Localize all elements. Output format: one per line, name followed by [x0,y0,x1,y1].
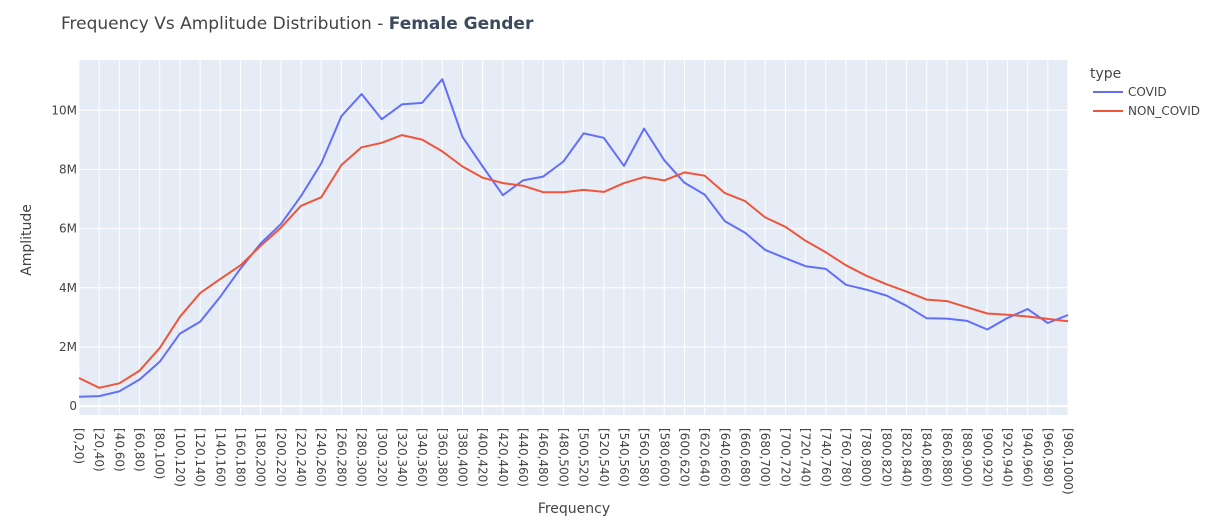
x-tick-label: [620,640) [698,428,712,487]
chart-title-main: Frequency Vs Amplitude Distribution - [61,14,389,34]
x-tick-label: [460,480) [536,428,550,487]
x-tick-label: [440,460) [516,428,530,487]
x-tick-label: [660,680) [738,428,752,487]
x-tick-label: [860,880) [940,428,954,487]
x-tick-label: [240,260) [314,428,328,487]
x-tick-label: [720,740) [799,428,813,487]
x-tick-label: [80,100) [153,428,167,479]
x-tick-label: [540,560) [617,428,631,487]
x-tick-label: [480,500) [556,428,570,487]
x-tick-label: [740,760) [819,428,833,487]
legend-label-covid: COVID [1128,85,1167,99]
x-gridlines [78,60,1069,415]
x-tick-label: [380,400) [455,428,469,487]
x-tick-label: [820,840) [900,428,914,487]
x-tick-label: [580,600) [657,428,671,487]
x-tick-label: [320,340) [395,428,409,487]
x-tick-label: [560,580) [637,428,651,487]
x-tick-label: [0,20) [72,428,86,464]
x-tick-label: [940,960) [1021,428,1035,487]
series-line-covid [78,78,1069,398]
x-tick-label: [200,220) [274,428,288,487]
x-tick-label: [920,940) [1000,428,1014,487]
x-tick-label: [160,180) [233,428,247,487]
y-tick-label: 6M [59,222,77,236]
plot-area [79,60,1068,415]
x-tick-label: [640,660) [718,428,732,487]
x-tick-label: [600,620) [678,428,692,487]
x-tick-label: [260,280) [334,428,348,487]
x-tick-label: [60,80) [133,428,147,472]
x-tick-label: [140,160) [213,428,227,487]
x-tick-label: [700,720) [778,428,792,487]
x-tick-label: [220,240) [294,428,308,487]
x-tick-label: [840,860) [920,428,934,487]
x-tick-labels: [0,20) [20,40) [40,60) [60,80) [80,100) [100,… [72,428,1075,495]
legend[interactable]: type COVID NON_COVID [1090,66,1200,118]
x-tick-label: [40,60) [112,428,126,472]
y-gridlines [79,109,1068,348]
x-tick-label: [960,980) [1041,428,1055,487]
x-tick-label: [980,1000) [1061,428,1075,495]
x-tick-label: [420,440) [496,428,510,487]
x-tick-label: [500,520) [577,428,591,487]
chart-title-bold: Female Gender [389,14,534,34]
legend-title: type [1090,66,1121,82]
x-tick-label: [280,300) [355,428,369,487]
y-tick-label: 10M [51,103,77,117]
x-tick-label: [520,540) [597,428,611,487]
x-axis-title: Frequency [538,501,610,517]
x-tick-label: [340,360) [415,428,429,487]
series-lines [78,78,1069,398]
x-tick-label: [300,320) [375,428,389,487]
x-tick-label: [20,40) [92,428,106,472]
chart-title: Frequency Vs Amplitude Distribution - Fe… [61,14,534,34]
y-tick-label: 8M [59,162,77,176]
y-tick-labels: 0 2M 4M 6M 8M 10M [51,103,77,413]
x-tick-label: [680,700) [758,428,772,487]
x-tick-label: [900,920) [980,428,994,487]
y-tick-label: 0 [69,399,77,413]
y-tick-label: 4M [59,281,77,295]
x-tick-label: [120,140) [193,428,207,487]
x-tick-label: [760,780) [839,428,853,487]
x-tick-label: [780,800) [859,428,873,487]
x-tick-label: [880,900) [960,428,974,487]
y-tick-label: 2M [59,340,77,354]
legend-label-non-covid: NON_COVID [1128,104,1200,118]
y-axis-title: Amplitude [19,204,35,276]
x-tick-label: [360,380) [435,428,449,487]
x-tick-label: [100,120) [173,428,187,487]
x-tick-label: [800,820) [879,428,893,487]
series-line-non-covid [78,134,1069,389]
x-tick-label: [180,200) [254,428,268,487]
x-tick-label: [400,420) [476,428,490,487]
